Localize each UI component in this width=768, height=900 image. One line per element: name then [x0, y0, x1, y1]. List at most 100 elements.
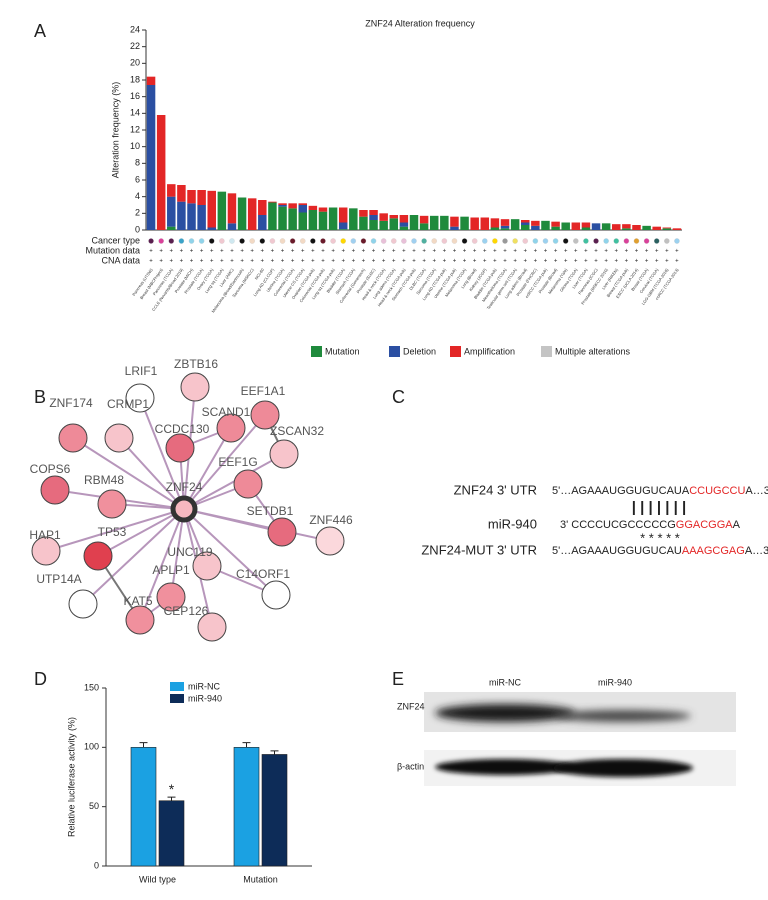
network-edge: [97, 508, 185, 557]
bar-segment: [520, 225, 530, 230]
sequence-highlight: CCUGCCU: [689, 485, 745, 497]
bar-segment: [167, 226, 176, 230]
bar-segment: [187, 203, 196, 230]
cna-data-mark: +: [564, 259, 568, 265]
bar-segment: [450, 226, 459, 230]
error-bar: [242, 742, 251, 748]
hub-label: ZNF24: [166, 480, 203, 494]
bar-segment: [338, 229, 348, 230]
cancer-type-dot: [401, 238, 407, 244]
cancer-type-dot: [188, 238, 195, 244]
row-label: CNA data: [101, 255, 140, 265]
cna-data-mark: +: [149, 259, 153, 265]
x-tick-label: NCI-60: [254, 267, 266, 281]
panel-label: D: [34, 669, 47, 689]
sequence-part: 5'…AGAAAUGGUGUCAUA: [552, 485, 690, 497]
mutation-data-mark: +: [554, 249, 558, 255]
bar-segment: [227, 223, 237, 230]
node-label: LRIF1: [125, 364, 158, 378]
node-label: CEP126: [164, 604, 209, 618]
bar-segment: [672, 228, 682, 230]
y-tick-label: 24: [130, 24, 140, 34]
mutation-data-mark: +: [422, 249, 426, 255]
y-tick-label: 2: [135, 208, 140, 218]
sequence-part: A…3': [745, 485, 768, 497]
cancer-type-dot: [208, 238, 215, 244]
cancer-type-dot: [593, 238, 599, 244]
bar-segment: [258, 215, 267, 230]
network-edge: [183, 414, 266, 510]
bar-segment: [207, 190, 216, 228]
y-tick-label: 0: [135, 224, 140, 234]
bar-segment: [581, 227, 591, 230]
node-label: CRMP1: [107, 397, 149, 411]
bar-segment: [278, 206, 287, 230]
bar-segment: [510, 219, 520, 230]
bar-segment: [298, 203, 308, 205]
bar-segment: [146, 76, 156, 85]
bar-segment: [642, 225, 651, 230]
sequence: 5'…AGAAAUGGUGUCAUACCUGCCUA…3': [552, 485, 768, 497]
bar: [158, 800, 185, 867]
node-label: ZBTB16: [174, 357, 218, 371]
mutation-data-mark: +: [170, 249, 174, 255]
lane-label: miR-NC: [489, 677, 521, 687]
node-label: ZNF174: [49, 396, 93, 410]
cna-data-mark: +: [402, 259, 406, 265]
cancer-type-dot: [573, 238, 579, 244]
sequence: 3' CCCCUCGCCCCCGGGACGGAA: [560, 519, 741, 531]
blot-band: [435, 759, 575, 775]
bar-segment: [328, 207, 338, 230]
cancer-type-dot: [502, 238, 508, 244]
y-tick-label: 14: [130, 108, 140, 118]
cna-data-mark: +: [443, 259, 447, 265]
node-label: ZSCAN32: [270, 424, 324, 438]
network-node: [233, 469, 263, 499]
mutation-data-mark: +: [584, 249, 588, 255]
cna-data-mark: +: [422, 259, 426, 265]
bar-segment: [490, 227, 500, 230]
bar-segment: [450, 216, 459, 227]
mutation-data-mark: +: [594, 249, 598, 255]
cna-data-mark: +: [352, 259, 356, 265]
legend-label: Mutation: [325, 346, 360, 356]
bar-segment: [399, 215, 409, 223]
bar-segment: [500, 228, 510, 230]
bar-segment: [500, 219, 510, 226]
network-edge: [72, 437, 185, 510]
bar-segment: [177, 185, 186, 202]
mutation-data-mark: +: [564, 249, 568, 255]
bar: [233, 747, 260, 867]
legend-swatch: [389, 346, 400, 357]
node-label: UNC119: [167, 545, 212, 559]
bar-segment: [409, 215, 419, 230]
bar-segment: [288, 203, 297, 209]
cancer-type-dot: [391, 238, 397, 244]
network-node: [68, 589, 98, 619]
bar-segment: [379, 220, 388, 230]
cna-data-mark: +: [200, 259, 204, 265]
y-tick-label: 4: [135, 191, 140, 201]
mutation-data-mark: +: [402, 249, 406, 255]
node-label: COPS6: [30, 462, 71, 476]
cancer-type-dot: [168, 238, 175, 244]
cna-data-mark: +: [271, 259, 275, 265]
cancer-type-dot: [330, 238, 336, 244]
cancer-type-dot: [603, 238, 609, 244]
cna-data-mark: +: [584, 259, 588, 265]
mutation-data-mark: +: [291, 249, 295, 255]
bar-segment: [571, 222, 581, 230]
cancer-type-dot: [259, 238, 266, 244]
cna-data-mark: +: [574, 259, 578, 265]
y-tick-label: 18: [130, 74, 140, 84]
legend-label: Deletion: [403, 346, 436, 356]
bar-segment: [440, 215, 449, 230]
bar-segment: [278, 203, 287, 205]
bar-segment: [308, 205, 318, 210]
bar-segment: [389, 215, 399, 219]
cna-data-mark: +: [372, 259, 376, 265]
cna-data-mark: +: [473, 259, 477, 265]
cna-data-mark: +: [159, 259, 163, 265]
cna-data-mark: +: [523, 259, 527, 265]
bar-segment: [227, 193, 237, 224]
